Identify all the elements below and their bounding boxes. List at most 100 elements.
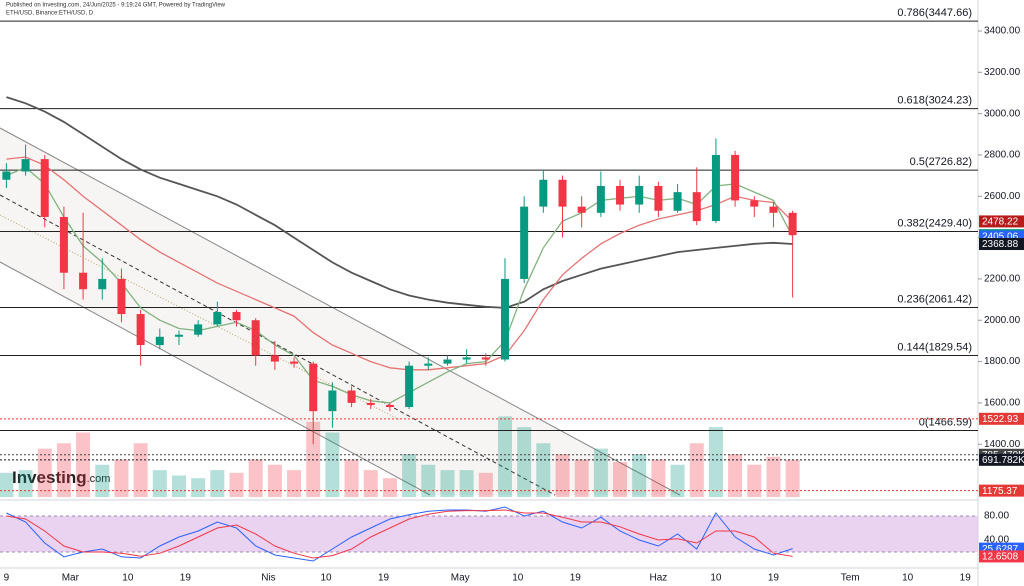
candle-body xyxy=(194,324,203,335)
candle-body xyxy=(251,320,260,356)
x-tick-label: 19 xyxy=(768,573,780,584)
candle-body xyxy=(654,185,663,211)
volume-bar xyxy=(18,470,33,497)
y-tick-label: 1400.00 xyxy=(984,439,1021,450)
candle-body xyxy=(539,179,548,207)
volume-bar xyxy=(152,470,167,497)
candle-body xyxy=(21,159,30,172)
x-tick-label: Nis xyxy=(261,573,275,584)
candle-body xyxy=(711,154,720,222)
volume-bar xyxy=(440,470,455,497)
volume-bar xyxy=(632,454,647,497)
volume-bar xyxy=(344,459,359,497)
volume-bar xyxy=(478,472,493,497)
logo-suffix: .com xyxy=(87,473,111,485)
volume-bar xyxy=(593,448,608,497)
y-tick-label: 1800.00 xyxy=(984,356,1021,367)
x-tick-label: 19 xyxy=(960,573,972,584)
candle-body xyxy=(731,154,740,201)
y-tick-label: 2000.00 xyxy=(984,315,1021,326)
candle-body xyxy=(347,390,356,403)
candle-body xyxy=(596,185,605,213)
volume-bar xyxy=(536,443,551,497)
candle-body xyxy=(577,206,586,213)
y-tick-label: 1600.00 xyxy=(984,398,1021,409)
volume-bar xyxy=(555,454,570,497)
candle-body xyxy=(635,185,644,205)
volume-bar xyxy=(191,478,206,497)
x-tick-label: 10 xyxy=(902,573,914,584)
candle-body xyxy=(40,159,49,217)
price-tag-label: 25.6287 xyxy=(982,544,1019,555)
price-tag-label: 1175.37 xyxy=(982,486,1018,497)
x-tick-label: 10 xyxy=(122,573,134,584)
x-tick-label: Mar xyxy=(62,573,80,584)
candle-body xyxy=(155,336,164,346)
fib-level-label: 0.786(3447.66) xyxy=(897,7,972,19)
candle-body xyxy=(174,334,183,337)
volume-bar xyxy=(574,459,589,497)
x-tick-label: May xyxy=(451,573,470,584)
volume-bar xyxy=(402,454,417,497)
candle-body xyxy=(673,192,682,211)
volume-bar xyxy=(0,472,14,497)
y-tick-label: 2600.00 xyxy=(984,191,1021,202)
fib-level-label: 0(1466.59) xyxy=(919,416,972,428)
candle-body xyxy=(750,200,759,207)
candle-body xyxy=(520,206,529,279)
candle-body xyxy=(692,192,701,222)
volume-bar xyxy=(76,432,91,497)
logo: Investing.com xyxy=(12,468,110,487)
candle-body xyxy=(405,365,414,408)
logo-main: Investing xyxy=(12,468,87,487)
candle-body xyxy=(232,311,241,321)
price-tag-box xyxy=(979,484,1024,497)
price-tag-label: 691.782K xyxy=(982,455,1024,466)
channel-upper xyxy=(0,127,681,496)
candle-body xyxy=(443,359,452,364)
candle-body xyxy=(462,357,471,360)
x-tick-label: 19 xyxy=(378,573,390,584)
price-tag-box xyxy=(979,238,1024,251)
volume-bar xyxy=(689,443,704,497)
volume-bar xyxy=(229,472,244,497)
price-tag-label: 2405.06 xyxy=(982,232,1019,243)
y-tick-label: 2200.00 xyxy=(984,274,1021,285)
candle-body xyxy=(98,278,107,290)
volume-bar xyxy=(728,454,743,497)
stoch-tick-label: 40.00 xyxy=(984,535,1009,546)
candle-body xyxy=(79,272,88,290)
candle-body xyxy=(136,314,145,346)
x-tick-label: 10 xyxy=(710,573,722,584)
volume-bar xyxy=(133,443,148,497)
y-tick-label: 2800.00 xyxy=(984,150,1021,161)
fib-level-label: 0.236(2061.42) xyxy=(897,293,972,305)
x-tick-label: 10 xyxy=(512,573,524,584)
moving-average xyxy=(6,96,793,309)
y-tick-label: 3400.00 xyxy=(984,26,1021,37)
volume-bar xyxy=(459,470,474,497)
price-tag-label: 1522.93 xyxy=(982,414,1019,425)
candle-body xyxy=(290,361,299,364)
logo-text: Investing.com xyxy=(12,468,110,487)
volume-bar xyxy=(363,470,378,497)
header-published: Published on Investing.com, 24/Jun/2025 … xyxy=(6,3,226,9)
volume-bar xyxy=(287,470,302,497)
candle-body xyxy=(328,390,337,412)
volume-bar xyxy=(56,443,71,497)
price-tag-box xyxy=(979,215,1024,228)
volume-bar xyxy=(421,464,436,497)
candle-body xyxy=(366,402,375,405)
price-tag-label: 12.6508 xyxy=(982,552,1019,563)
volume-bar xyxy=(517,427,532,497)
volume-bar xyxy=(708,427,723,497)
volume-bar xyxy=(37,448,52,497)
fib-level-label: 0.618(3024.23) xyxy=(897,95,972,107)
candle-body xyxy=(309,363,318,412)
x-tick-label: Haz xyxy=(649,573,667,584)
candle-body xyxy=(616,185,625,205)
candle-body xyxy=(117,278,126,315)
volume-bar xyxy=(325,432,340,497)
price-tag-label: 2478.22 xyxy=(982,217,1019,228)
